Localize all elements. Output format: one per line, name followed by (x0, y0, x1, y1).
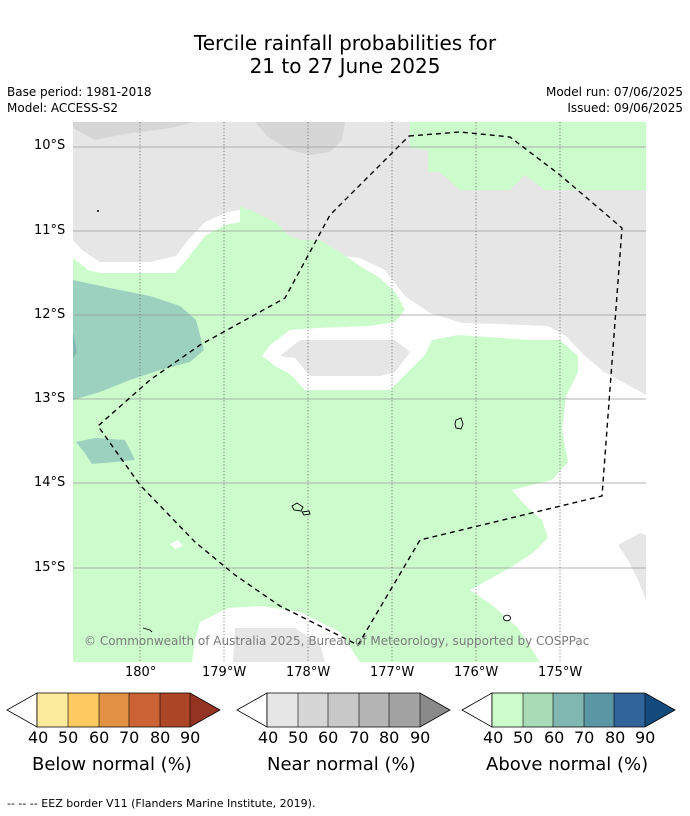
above-tick-40: 40 (483, 728, 504, 747)
above-tick-50: 50 (513, 728, 534, 747)
below-tick-40: 40 (28, 728, 49, 747)
near-normal-blob-top-left (73, 122, 195, 140)
island-small-sw (142, 627, 153, 633)
colorbar-below-title: Below normal (%) (32, 754, 192, 775)
below-tick-70: 70 (119, 728, 140, 747)
colorbars (6, 692, 676, 728)
lat-label-11s: 11°S (34, 223, 66, 238)
near-tick-50: 50 (288, 728, 309, 747)
colorbar-below-max-arrow (190, 693, 220, 727)
above-tick-70: 70 (574, 728, 595, 747)
lon-label-177w: 177°W (370, 665, 415, 680)
colorbar-below-swatch-70 (129, 693, 160, 727)
near-tick-40: 40 (258, 728, 279, 747)
colorbar-above-swatch-80 (614, 693, 645, 727)
below-tick-90: 90 (180, 728, 201, 747)
colorbar-near-swatch-70 (359, 693, 389, 727)
colorbar-near-max-arrow (420, 693, 450, 727)
near-tick-80: 80 (379, 728, 400, 747)
colorbar-above-min-arrow (461, 692, 493, 728)
colorbar-near-min-arrow (236, 692, 268, 728)
island-dot-nw (97, 210, 99, 212)
issued-date: Issued: 09/06/2025 (567, 101, 683, 115)
lon-label-179w: 179°W (202, 665, 247, 680)
above-tick-60: 60 (544, 728, 565, 747)
colorbar-below-swatch-80 (160, 693, 190, 727)
lon-label-176w: 176°W (454, 665, 499, 680)
above-normal-region-northeast (410, 122, 646, 190)
colorbar-near (236, 692, 451, 728)
island-uvea (454, 417, 464, 430)
colorbar-below-swatch-50 (68, 693, 99, 727)
above-normal-region-main (73, 206, 578, 662)
above-tick-80: 80 (605, 728, 626, 747)
near-normal-region-south-inner (233, 628, 325, 662)
colorbar-above-swatch-70 (584, 693, 614, 727)
colorbar-above-swatch-60 (553, 693, 584, 727)
colorbar-above (461, 692, 676, 728)
below-tick-50: 50 (58, 728, 79, 747)
colorbar-near-swatch-40 (267, 693, 298, 727)
lon-label-178w: 178°W (286, 665, 331, 680)
colorbar-above-swatch-40 (492, 693, 523, 727)
above-normal-60-region-west (73, 280, 204, 400)
island-small-south (503, 614, 511, 622)
ocean-spot (170, 540, 183, 549)
model-run: Model run: 07/06/2025 (545, 85, 683, 99)
near-normal-region-southeast (618, 533, 646, 600)
eez-legend-note: -- -- -- EEZ border V11 (Flanders Marine… (7, 797, 316, 810)
lon-label-175w: 175°W (538, 665, 583, 680)
base-period: Base period: 1981-2018 (7, 85, 152, 99)
colorbar-below-swatch-40 (37, 693, 68, 727)
lat-label-14s: 14°S (34, 475, 66, 490)
latitude-gridlines (73, 146, 646, 569)
colorbar-below-swatch-60 (99, 693, 129, 727)
lon-label-180: 180° (125, 665, 157, 680)
colorbar-near-swatch-50 (298, 693, 328, 727)
above-normal-70-sliver (73, 332, 77, 358)
island-alofi (301, 510, 311, 516)
colorbar-below-min-arrow (6, 692, 38, 728)
near-normal-region-north (73, 122, 646, 395)
above-tick-90: 90 (635, 728, 656, 747)
lat-label-12s: 12°S (34, 307, 66, 322)
eez-border (97, 131, 623, 646)
model-name: Model: ACCESS-S2 (7, 101, 119, 115)
near-tick-70: 70 (349, 728, 370, 747)
colorbar-below (6, 692, 221, 728)
copyright-notice: © Commonwealth of Australia 2025, Bureau… (84, 634, 590, 648)
near-normal-island-center (280, 340, 410, 376)
map-title-line2: 21 to 27 June 2025 (249, 54, 441, 78)
colorbar-above-title: Above normal (%) (486, 754, 649, 775)
island-futuna (291, 502, 304, 512)
near-tick-90: 90 (410, 728, 431, 747)
lat-label-10s: 10°S (34, 138, 66, 153)
map-title-line1: Tercile rainfall probabilities for (193, 31, 497, 55)
colorbar-near-title: Near normal (%) (267, 754, 416, 775)
lat-label-13s: 13°S (34, 391, 66, 406)
colorbar-above-swatch-50 (523, 693, 553, 727)
colorbar-near-swatch-80 (389, 693, 420, 727)
rainfall-map (73, 122, 646, 662)
below-tick-60: 60 (89, 728, 110, 747)
lat-label-15s: 15°S (34, 560, 66, 575)
below-tick-80: 80 (150, 728, 171, 747)
above-normal-60-region-southwest (76, 438, 135, 464)
colorbar-above-max-arrow (645, 693, 675, 727)
near-tick-60: 60 (318, 728, 339, 747)
colorbar-near-swatch-60 (328, 693, 359, 727)
longitude-gridlines (139, 122, 561, 662)
